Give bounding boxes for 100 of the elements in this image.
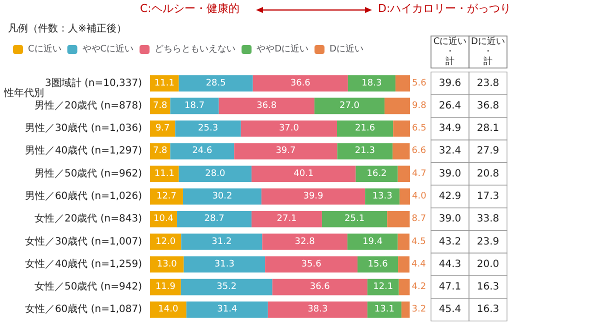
bar — [180, 278, 272, 296]
data-label: 12.0 — [156, 236, 176, 247]
bar — [265, 256, 358, 273]
text: Cに近い・計 — [433, 36, 467, 67]
data-label: 10.4 — [153, 214, 174, 224]
data-label: 4.7 — [412, 168, 426, 179]
bar — [181, 234, 262, 250]
data-label: 35.2 — [216, 282, 237, 292]
legend-label: Dに近い — [330, 44, 364, 54]
text: 23.9 — [476, 236, 500, 248]
data-label: 11.1 — [154, 78, 174, 88]
text: 16.3 — [476, 304, 500, 316]
data-label: 8.7 — [412, 214, 426, 224]
data-label: 19.4 — [362, 236, 383, 247]
bar — [337, 120, 394, 137]
bar — [401, 302, 410, 318]
bar — [234, 143, 338, 160]
data-label: 4.5 — [411, 236, 426, 247]
data-label: 31.3 — [214, 259, 234, 270]
bar — [186, 302, 268, 318]
data-label: 40.1 — [294, 168, 314, 179]
legend-title: 凡例（件数：人※補正後） — [8, 22, 126, 34]
y-tick-label: 女性／50歳代 (n=942) — [34, 280, 142, 293]
data-label: 28.7 — [204, 214, 224, 224]
bar — [398, 234, 410, 250]
legend-label: Cに近い — [28, 44, 62, 54]
bar — [322, 210, 388, 228]
bar — [184, 256, 266, 273]
data-label: 28.5 — [206, 78, 226, 88]
data-label: 24.6 — [192, 146, 212, 156]
data-label: 32.8 — [294, 236, 316, 247]
bar — [387, 210, 410, 228]
bar — [398, 256, 410, 273]
bar — [170, 98, 219, 114]
text: 27.9 — [476, 146, 500, 157]
text: Dに近い・計 — [471, 36, 505, 67]
text: 32.4 — [438, 146, 462, 157]
data-label: 31.4 — [217, 304, 238, 315]
bar — [150, 143, 170, 160]
data-label: 25.3 — [198, 124, 218, 134]
data-label: 25.1 — [344, 214, 365, 224]
data-label: 7.8 — [152, 100, 168, 111]
y-tick-label: 男性／50歳代 (n=962) — [34, 167, 142, 180]
text: 36.8 — [476, 100, 500, 112]
data-label: 4.2 — [412, 282, 426, 292]
data-label: 36.6 — [310, 282, 330, 292]
bar — [314, 98, 385, 114]
data-label: 35.6 — [301, 259, 322, 270]
bar — [177, 210, 252, 228]
y-tick-label: 女性／60歳代 (n=1,087) — [24, 303, 142, 316]
bar — [348, 75, 396, 92]
text: 43.2 — [438, 236, 462, 248]
data-label: 6.6 — [412, 146, 426, 156]
data-label: 28.0 — [205, 168, 226, 179]
legend-label: どちらともいえない — [154, 44, 236, 54]
bar — [182, 188, 262, 205]
bar — [252, 166, 356, 182]
bar — [268, 302, 368, 318]
data-label: 39.7 — [276, 146, 296, 156]
bar — [261, 188, 366, 205]
text: 34.9 — [438, 123, 462, 134]
bar — [178, 166, 252, 182]
data-label: 36.8 — [256, 100, 277, 111]
bar — [150, 234, 182, 250]
legend-label: ややDに近い — [256, 44, 309, 54]
bar — [395, 75, 410, 92]
y-tick-label: 男性／30歳代 (n=1,036) — [24, 122, 142, 134]
data-label: 4.4 — [411, 259, 426, 270]
data-label: 27.0 — [339, 100, 360, 111]
data-label: 21.3 — [354, 146, 375, 156]
y-tick-label: 3圏域計 (n=10,337) — [44, 76, 142, 89]
text: 17.3 — [476, 191, 500, 202]
bar — [150, 166, 179, 182]
bar — [252, 75, 348, 92]
data-label: 5.6 — [412, 78, 427, 88]
bar — [178, 75, 253, 92]
text: 20.0 — [476, 258, 500, 270]
bar — [384, 98, 410, 114]
y-tick-label: 女性／40歳代 (n=1,259) — [24, 258, 142, 270]
text: 39.0 — [438, 214, 462, 225]
bar — [262, 234, 348, 250]
y-tick-label: 男性／60歳代 (n=1,026) — [24, 190, 142, 202]
data-label: 15.6 — [368, 259, 388, 270]
data-label: 36.6 — [290, 78, 311, 88]
text: 45.4 — [438, 304, 462, 316]
data-label: 37.0 — [278, 124, 300, 134]
text: 28.1 — [476, 123, 500, 134]
bar — [170, 143, 234, 160]
data-label: 3.2 — [412, 304, 426, 315]
bar — [272, 278, 368, 296]
data-label: 21.6 — [355, 124, 376, 134]
text: 47.1 — [438, 282, 462, 293]
bar — [218, 98, 314, 114]
bar — [400, 188, 410, 205]
y-tick-label: 男性／40歳代 (n=1,297) — [24, 144, 142, 157]
data-label: 18.3 — [362, 78, 382, 88]
bar — [150, 302, 186, 318]
data-label: 39.9 — [303, 192, 324, 202]
bar — [150, 75, 179, 92]
text: D:ハイカロリー・がっつり — [378, 2, 512, 15]
